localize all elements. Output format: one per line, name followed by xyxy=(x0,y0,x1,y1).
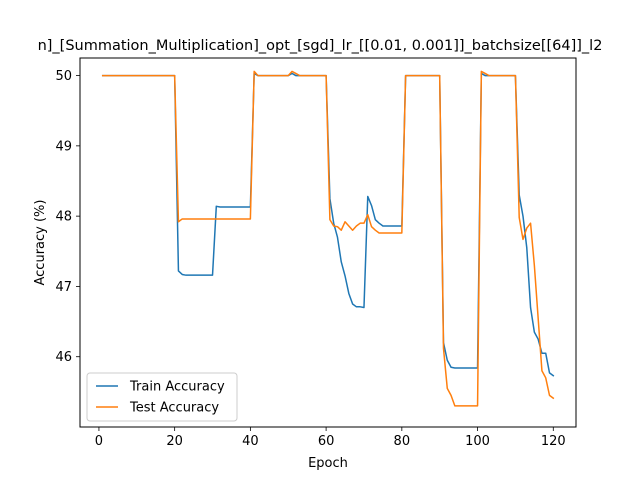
y-tick-label: 49 xyxy=(55,139,72,154)
y-tick-label: 48 xyxy=(55,210,72,225)
y-axis-ticks: 46 47 48 49 50 xyxy=(55,69,80,365)
x-tick-label: 20 xyxy=(166,434,183,449)
series-layer xyxy=(101,70,555,407)
plot-frame xyxy=(79,57,577,428)
x-tick-label: 120 xyxy=(541,434,566,449)
y-axis-label: Accuracy (%) xyxy=(33,200,48,286)
chart-title: n]_[Summation_Multiplication]_opt_[sgd]_… xyxy=(38,38,603,54)
x-axis-ticks: 0 20 40 60 80 100 120 xyxy=(95,427,566,449)
chart-title-text: n]_[Summation_Multiplication]_opt_[sgd]_… xyxy=(38,38,603,54)
x-tick-label: 0 xyxy=(95,434,103,449)
x-tick-label: 80 xyxy=(394,434,411,449)
x-axis-label: Epoch xyxy=(308,456,348,471)
series-line-train-accuracy xyxy=(101,72,555,377)
x-tick-label: 60 xyxy=(318,434,335,449)
x-tick-label: 100 xyxy=(465,434,490,449)
y-tick-label: 50 xyxy=(55,69,72,84)
series-line-test-accuracy xyxy=(101,70,555,407)
legend-box xyxy=(86,372,238,422)
legend-label-train-accuracy: Train Accuracy xyxy=(129,380,225,395)
y-tick-label: 46 xyxy=(55,350,72,365)
legend-label-test-accuracy: Test Accuracy xyxy=(129,401,219,416)
y-tick-label: 47 xyxy=(55,280,72,295)
legend: Train Accuracy Test Accuracy xyxy=(86,372,238,422)
x-tick-label: 40 xyxy=(242,434,259,449)
